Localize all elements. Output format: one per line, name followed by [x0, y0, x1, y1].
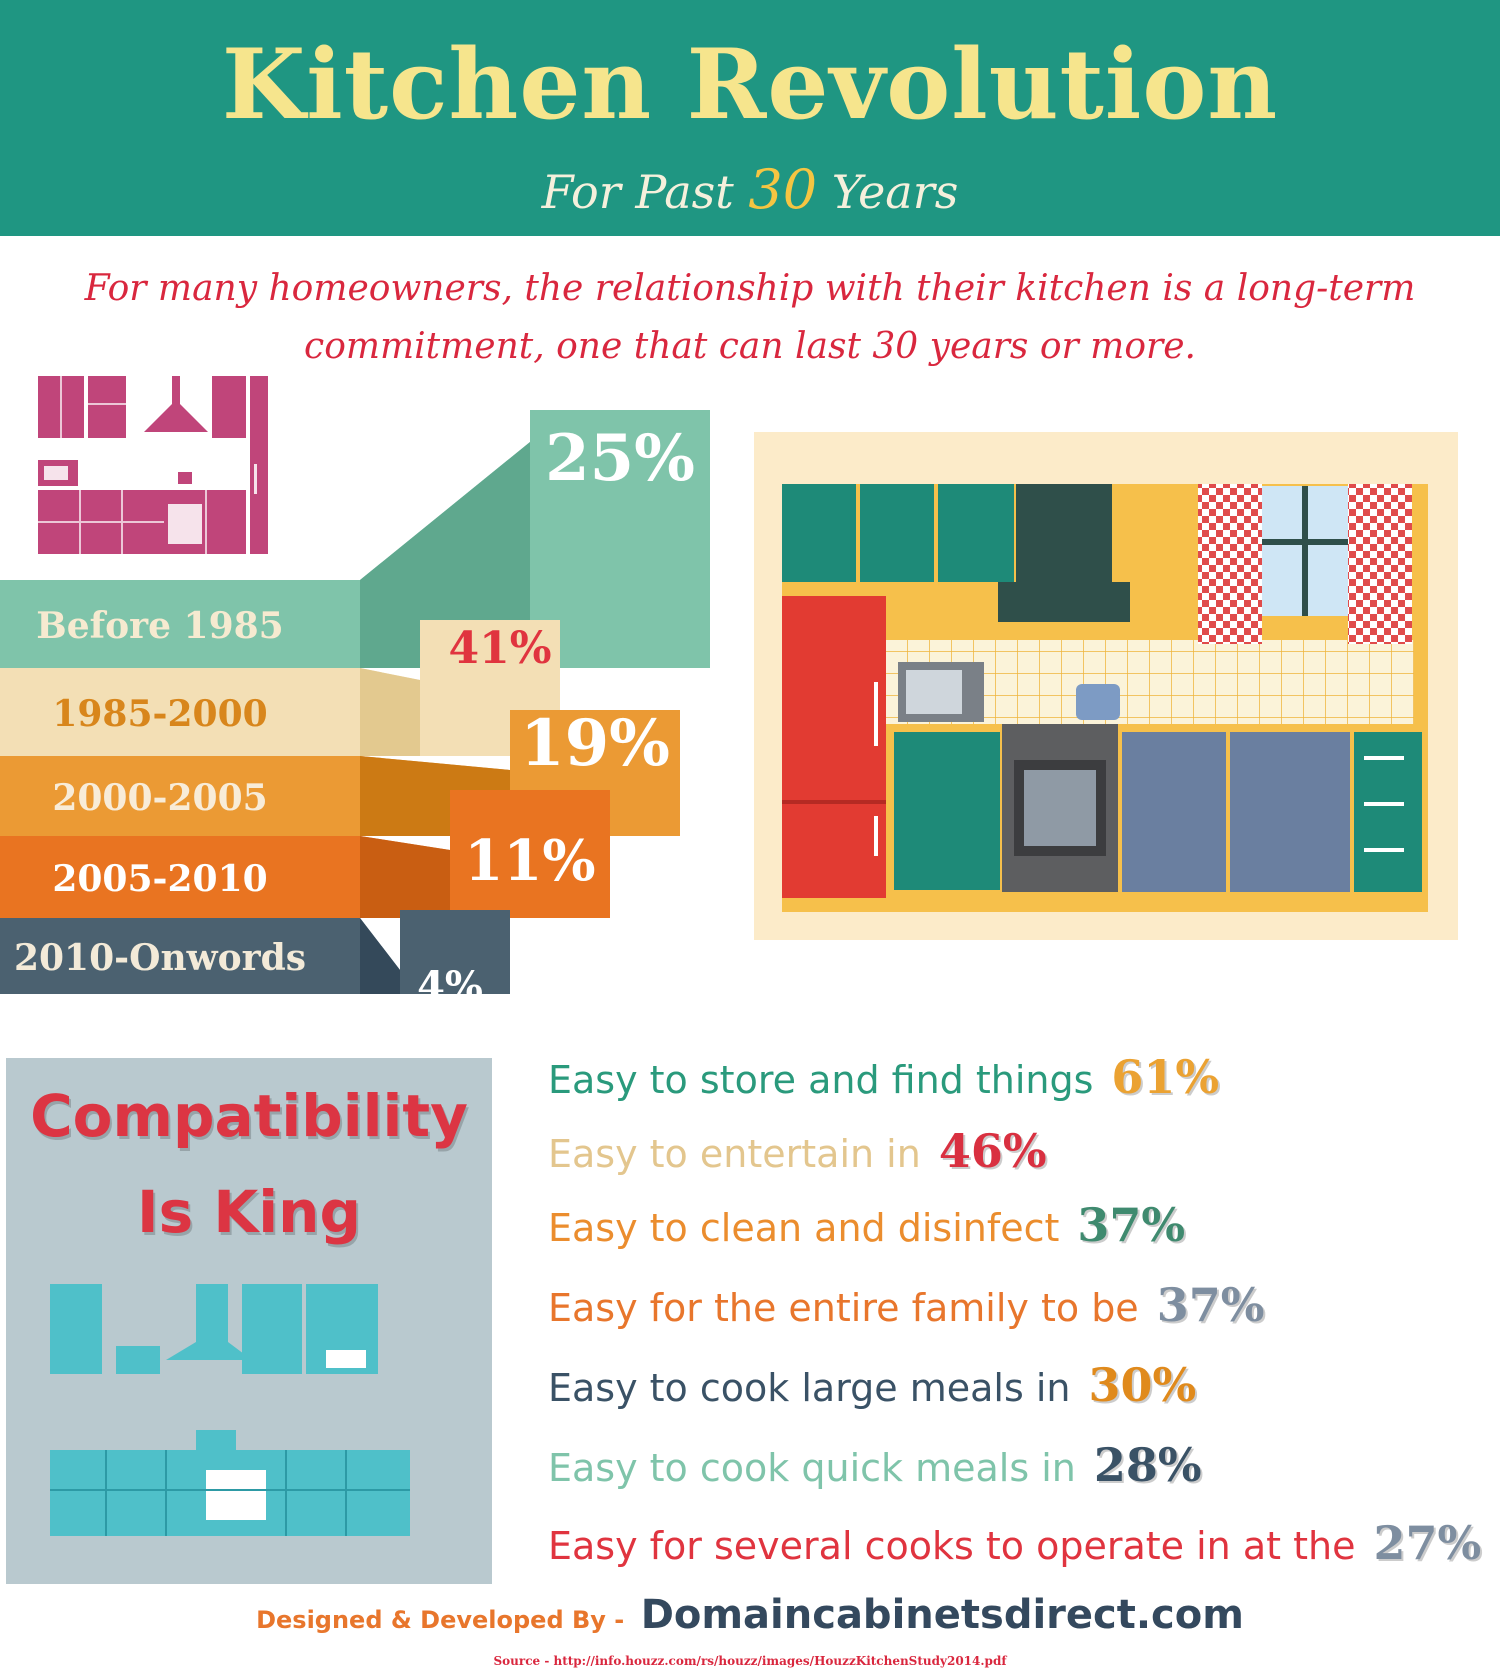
- era-column-3: [450, 790, 610, 918]
- page-title: Kitchen Revolution: [221, 28, 1279, 141]
- era-percent-3: 11%: [464, 828, 595, 894]
- compatibility-item-value: 46%: [938, 1124, 1047, 1178]
- compatibility-item-label: Easy for several cooks to operate in at …: [548, 1524, 1356, 1568]
- credit-line: Designed & Developed By - Domaincabinets…: [0, 1592, 1500, 1638]
- compatibility-item-label: Easy to store and find things: [548, 1058, 1094, 1102]
- era-label-2: 2000-2005: [52, 777, 267, 819]
- compatibility-item-label: Easy to cook quick meals in: [548, 1446, 1076, 1490]
- compatibility-item-value: 30%: [1088, 1358, 1197, 1412]
- compatibility-item-value: 37%: [1156, 1278, 1265, 1332]
- compatibility-item: Easy to clean and disinfect 37%: [548, 1198, 1185, 1252]
- compatibility-item-label: Easy to cook large meals in: [548, 1366, 1071, 1410]
- compatibility-item: Easy for the entire family to be 37%: [548, 1278, 1264, 1332]
- compatibility-item: Easy to cook quick meals in 28%: [548, 1438, 1202, 1492]
- era-label-4: 2010-Onwords: [14, 937, 306, 979]
- era-band-4: [0, 918, 400, 994]
- era-band-fold-1: [360, 668, 420, 756]
- era-band-3: [0, 836, 450, 918]
- compatibility-item-value: 27%: [1373, 1516, 1482, 1570]
- era-label-3: 2005-2010: [52, 858, 267, 900]
- intro-line-2: commitment, one that can last 30 years o…: [304, 326, 1196, 367]
- compatibility-item-value: 61%: [1111, 1050, 1220, 1104]
- subtitle-prefix: For Past: [541, 165, 734, 219]
- era-percent-2: 19%: [520, 706, 670, 781]
- compatibility-item-label: Easy to clean and disinfect: [548, 1206, 1060, 1250]
- era-band-1: [0, 668, 420, 756]
- compatibility-item-label: Easy for the entire family to be: [548, 1286, 1139, 1330]
- compatibility-item-value: 37%: [1077, 1198, 1186, 1252]
- compatibility-item: Easy to cook large meals in 30%: [548, 1358, 1196, 1412]
- intro-text: For many homeowners, the relationship wi…: [40, 260, 1460, 376]
- kitchen-cabinet-icon: [38, 376, 268, 554]
- teal-kitchen-icon: [50, 1284, 410, 1536]
- era-column-4: [400, 910, 510, 994]
- era-band-fold-4: [360, 918, 400, 994]
- era-stair-chart: Before 1985 25% 1985-2000 41% 2000-2005 19% 20…: [0, 410, 710, 1010]
- era-percent-1: 41%: [448, 623, 551, 674]
- compatibility-title-line-2: Is King: [137, 1178, 361, 1246]
- header-banner: [0, 0, 1500, 236]
- era-percent-4: 4%: [417, 963, 483, 1010]
- compatibility-title-line-1: Compatibility: [30, 1082, 468, 1150]
- era-band-fold-3: [360, 836, 450, 918]
- era-percent-0: 25%: [545, 421, 695, 496]
- era-band-fold-0: [360, 442, 530, 668]
- compatibility-item-value: 28%: [1093, 1438, 1202, 1492]
- compatibility-item: Easy for several cooks to operate in at …: [548, 1516, 1481, 1570]
- compatibility-title: Compatibility Is King: [6, 1068, 492, 1260]
- source-note: Source - http://info.houzz.com/rs/houzz/…: [493, 1654, 1007, 1668]
- page-subtitle: For Past 30 Years: [0, 158, 1500, 221]
- kitchen-illustration: [754, 432, 1458, 940]
- compatibility-item-label: Easy to entertain in: [548, 1132, 921, 1176]
- era-label-0: Before 1985: [36, 605, 283, 647]
- designed-by-label: Designed & Developed By -: [256, 1606, 625, 1634]
- compatibility-item: Easy to entertain in 46%: [548, 1124, 1047, 1178]
- subtitle-number: 30: [748, 158, 818, 221]
- intro-line-1: For many homeowners, the relationship wi…: [84, 268, 1416, 309]
- subtitle-suffix: Years: [831, 165, 959, 219]
- compatibility-item: Easy to store and find things 61%: [548, 1050, 1219, 1104]
- era-label-1: 1985-2000: [52, 693, 267, 735]
- site-name: Domaincabinetsdirect.com: [640, 1592, 1244, 1638]
